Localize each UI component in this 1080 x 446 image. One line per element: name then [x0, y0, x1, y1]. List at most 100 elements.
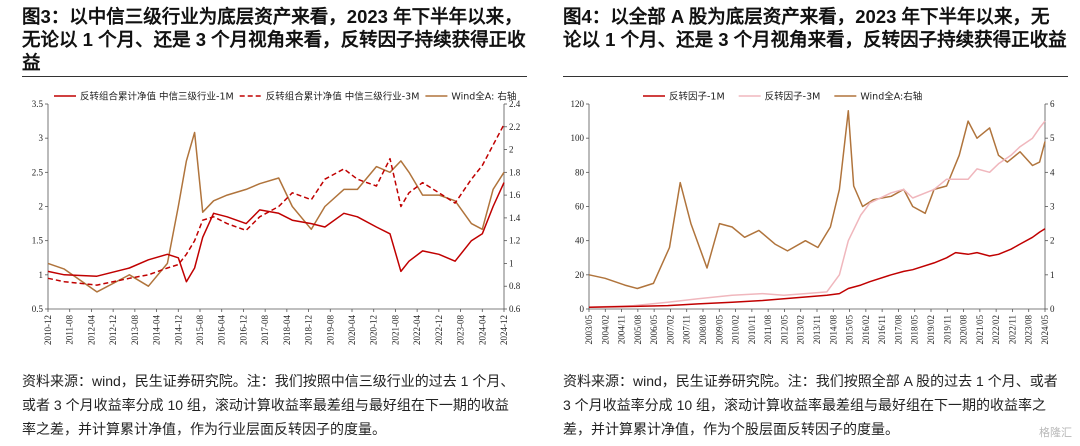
y-left-tick-label: 120 [571, 99, 585, 109]
x-tick-label: 2022-04 [412, 315, 422, 345]
y-left-tick-label: 20 [575, 270, 585, 280]
x-tick-label: 2016/02 [861, 315, 871, 345]
y-right-tick-label: 6 [1050, 99, 1055, 109]
title-rule-right [563, 76, 1068, 77]
y-left-tick-label: 3 [39, 133, 44, 143]
figure-title-left: 图3：以中信三级行业为底层资产来看，2023 年下半年以来，无论以 1 个月、还… [22, 6, 526, 73]
chart-svg: 0 20 40 60 80 100 120 0 1 2 3 4 5 6 2003/05 2004/02 2004… [571, 91, 1056, 345]
legend: 反转组合累计净值 中信三级行业-1M 反转组合累计净值 中信三级行业-3M Wind… [54, 91, 516, 103]
y-right-tick-label: 5 [1050, 133, 1055, 143]
x-tick-label: 2023-08 [456, 315, 466, 345]
y-right-tick-label: 1 [509, 258, 514, 268]
x-tick-label: 2013/02 [796, 315, 806, 345]
x-tick-label: 2011-08 [65, 315, 75, 345]
x-tick-label: 2022/02 [991, 315, 1001, 345]
x-tick-label: 2010-12 [43, 315, 53, 345]
series-line-1 [47, 124, 505, 286]
x-tick-label: 2009/05 [714, 315, 724, 345]
y-right-tick-label: 2.2 [509, 122, 520, 132]
x-tick-label: 2024-04 [477, 315, 487, 345]
x-tick-label: 2023/08 [1024, 315, 1034, 345]
x-tick-label: 2012-04 [86, 315, 96, 345]
x-tick-label: 2020-12 [369, 315, 379, 345]
y-left-tick-label: 3.5 [32, 99, 44, 109]
x-tick-label: 2005/08 [633, 315, 643, 345]
y-left-tick-label: 1.5 [32, 236, 44, 246]
y-right-tick-label: 0.6 [509, 304, 521, 314]
y-left-tick-label: 1 [39, 270, 44, 280]
x-tick-label: 2015/05 [845, 315, 855, 345]
x-tick-label: 2018-04 [282, 315, 292, 345]
y-left-tick-label: 2 [39, 202, 44, 212]
x-tick-label: 2004/02 [600, 315, 610, 345]
x-tick-label: 2004/11 [617, 315, 627, 344]
y-right-tick-label: 1.8 [509, 167, 521, 177]
y-right-tick-label: 1 [1050, 270, 1055, 280]
y-right-tick-label: 3 [1050, 202, 1055, 212]
y-left-tick-label: 80 [575, 167, 585, 177]
x-tick-label: 2017/08 [893, 315, 903, 345]
x-tick-label: 2003/05 [584, 315, 594, 345]
x-tick-label: 2020-04 [347, 315, 357, 345]
y-right-tick-label: 2 [509, 145, 514, 155]
x-tick-label: 2016/11 [877, 315, 887, 344]
series-line-0 [588, 228, 1046, 309]
legend: 反转因子-1M 反转因子-3M Wind全A:右轴 [643, 91, 922, 103]
series-line-0 [47, 182, 505, 283]
source-note-right: 资料来源：wind，民生证券研究院。注：我们按照全部 A 股的过去 1 个月、或… [563, 373, 1058, 437]
x-tick-label: 2018/05 [910, 315, 920, 345]
x-tick-label: 2006/05 [649, 315, 659, 345]
x-tick-label: 2024/05 [1040, 315, 1050, 345]
x-tick-label: 2010/11 [747, 315, 757, 344]
chart-left: 0.5 1 1.5 2 2.5 3 3.5 0.6 0.8 1 1.2 1.4 1.6 1.8 2 2.2 2.… [22, 82, 532, 366]
y-left-tick-label: 0.5 [32, 304, 44, 314]
x-tick-label: 2012/05 [779, 315, 789, 345]
x-tick-label: 2018-12 [304, 315, 314, 345]
y-right-tick-label: 1.2 [509, 236, 520, 246]
series-line-1 [588, 120, 1046, 309]
y-left-tick-label: 100 [571, 133, 585, 143]
legend-label-2: Wind全A: 右轴 [451, 91, 516, 103]
y-left-tick-label: 60 [575, 202, 585, 212]
series-line-2 [47, 131, 505, 293]
y-right-tick-label: 2.4 [509, 99, 521, 109]
y-right-tick-label: 4 [1050, 167, 1055, 177]
x-tick-label: 2021/05 [975, 315, 985, 345]
x-tick-label: 2010/02 [731, 315, 741, 345]
x-tick-label: 2016-12 [238, 315, 248, 345]
x-tick-label: 2016-04 [217, 315, 227, 345]
x-tick-label: 2013-08 [130, 315, 140, 345]
x-tick-label: 2014-04 [152, 315, 162, 345]
watermark-text: 格隆汇 [1039, 427, 1072, 439]
legend-label-0: 反转因子-1M [669, 91, 725, 103]
x-tick-label: 2024-12 [499, 315, 509, 345]
figure-panel-right: 图4：以全部 A 股为底层资产来看，2023 年下半年以来，无论以 1 个月、还… [563, 0, 1080, 446]
y-left-tick-label: 2.5 [32, 167, 44, 177]
legend-label-1: 反转因子-3M [765, 91, 821, 103]
x-tick-label: 2021-08 [390, 315, 400, 345]
source-note-left: 资料来源：wind，民生证券研究院。注：我们按照中信三级行业的过去 1 个月、或… [22, 373, 515, 437]
x-tick-label: 2020/08 [959, 315, 969, 345]
x-tick-label: 2011/08 [763, 315, 773, 345]
x-tick-label: 2019-08 [325, 315, 335, 345]
x-tick-label: 2017-08 [260, 315, 270, 345]
y-left-tick-label: 0 [580, 304, 585, 314]
x-tick-label: 2013/11 [812, 315, 822, 344]
figure-title-right: 图4：以全部 A 股为底层资产来看，2023 年下半年以来，无论以 1 个月、还… [563, 6, 1067, 50]
axes: 0.5 1 1.5 2 2.5 3 3.5 0.6 0.8 1 1.2 1.4 1.6 1.8 2 2.2 2.… [32, 99, 521, 345]
y-right-tick-label: 1.4 [509, 213, 521, 223]
y-right-tick-label: 0 [1050, 304, 1055, 314]
y-right-tick-label: 0.8 [509, 281, 521, 291]
x-tick-label: 2007/11 [682, 315, 692, 344]
y-right-tick-label: 1.6 [509, 190, 521, 200]
x-tick-label: 2022/11 [1007, 315, 1017, 344]
x-tick-label: 2014-12 [173, 315, 183, 345]
x-tick-label: 2014/08 [828, 315, 838, 345]
x-tick-label: 2007/02 [665, 315, 675, 345]
figure-panel-left: 图3：以中信三级行业为底层资产来看，2023 年下半年以来，无论以 1 个月、还… [22, 0, 542, 446]
legend-label-0: 反转组合累计净值 中信三级行业-1M [80, 91, 234, 103]
chart-right: 0 20 40 60 80 100 120 0 1 2 3 4 5 6 2003/05 2004/02 2004… [563, 82, 1073, 366]
x-tick-label: 2019/11 [942, 315, 952, 344]
chart-svg: 0.5 1 1.5 2 2.5 3 3.5 0.6 0.8 1 1.2 1.4 1.6 1.8 2 2.2 2.… [32, 91, 521, 346]
x-tick-label: 2008/08 [698, 315, 708, 345]
